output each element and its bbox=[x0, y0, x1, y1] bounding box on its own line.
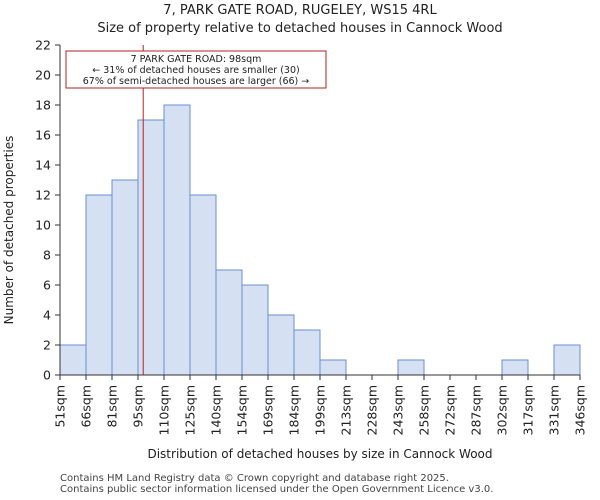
y-tick-label-10: 10 bbox=[35, 218, 51, 233]
y-axis-label: Number of detached properties bbox=[2, 136, 16, 325]
y-tick-label-0: 0 bbox=[43, 368, 51, 383]
bar-154sqm bbox=[241, 284, 269, 376]
footer-line-2: Contains public sector information licen… bbox=[60, 484, 494, 495]
bars-group bbox=[59, 104, 581, 376]
x-tick-label-317sqm: 317sqm bbox=[521, 385, 536, 435]
bar-302sqm bbox=[501, 359, 529, 376]
y-tick-label-8: 8 bbox=[43, 248, 51, 263]
x-axis: 51sqm 66sqm 81sqm 95sqm 110sqm 125sqm 140sqm 15… bbox=[53, 374, 588, 435]
bar-331sqm bbox=[553, 344, 581, 376]
x-tick-label-184sqm: 184sqm bbox=[287, 385, 302, 435]
bar-51sqm bbox=[59, 344, 87, 376]
bar-199sqm bbox=[319, 359, 347, 376]
y-tick-label-20: 20 bbox=[35, 68, 51, 83]
annotation-line-2: ← 31% of detached houses are smaller (30… bbox=[92, 65, 299, 76]
x-axis-label: Distribution of detached houses by size … bbox=[147, 447, 492, 461]
x-tick-label-243sqm: 243sqm bbox=[391, 385, 406, 435]
y-tick-label-14: 14 bbox=[35, 158, 51, 173]
x-tick-label-272sqm: 272sqm bbox=[443, 385, 458, 435]
x-tick-label-51sqm: 51sqm bbox=[53, 385, 68, 428]
x-tick-label-258sqm: 258sqm bbox=[417, 385, 432, 435]
bar-184sqm bbox=[293, 329, 321, 376]
bar-125sqm bbox=[189, 194, 217, 376]
x-tick-label-110sqm: 110sqm bbox=[157, 385, 172, 435]
x-tick-label-213sqm: 213sqm bbox=[339, 385, 354, 435]
x-tick-label-81sqm: 81sqm bbox=[105, 385, 120, 428]
bar-95sqm bbox=[137, 119, 165, 376]
bar-140sqm bbox=[215, 269, 243, 376]
bar-169sqm bbox=[267, 314, 295, 376]
y-tick-label-6: 6 bbox=[43, 278, 51, 293]
bar-81sqm bbox=[111, 179, 139, 376]
annotation-line-3: 67% of semi-detached houses are larger (… bbox=[83, 76, 310, 87]
footer-line-1: Contains HM Land Registry data © Crown c… bbox=[60, 473, 449, 484]
bar-66sqm bbox=[85, 194, 113, 376]
marker-group: 7 PARK GATE ROAD: 98sqm← 31% of detached… bbox=[65, 45, 327, 375]
x-tick-label-228sqm: 228sqm bbox=[365, 385, 380, 435]
chart-subtitle: Size of property relative to detached ho… bbox=[97, 21, 503, 36]
x-tick-label-302sqm: 302sqm bbox=[495, 385, 510, 435]
chart-title: 7, PARK GATE ROAD, RUGELEY, WS15 4RL bbox=[163, 3, 437, 18]
y-tick-label-22: 22 bbox=[35, 38, 51, 53]
y-axis: 0 2 4 6 8 10 12 14 16 18 20 22 bbox=[35, 38, 61, 383]
bar-110sqm bbox=[163, 104, 191, 376]
x-tick-label-331sqm: 331sqm bbox=[547, 385, 562, 435]
x-tick-label-95sqm: 95sqm bbox=[131, 385, 146, 428]
x-tick-label-199sqm: 199sqm bbox=[313, 385, 328, 435]
y-tick-label-4: 4 bbox=[43, 308, 51, 323]
y-tick-label-2: 2 bbox=[43, 338, 51, 353]
x-tick-label-169sqm: 169sqm bbox=[261, 385, 276, 435]
annotation-line-1: 7 PARK GATE ROAD: 98sqm bbox=[131, 54, 262, 65]
x-tick-label-154sqm: 154sqm bbox=[235, 385, 250, 435]
y-tick-label-18: 18 bbox=[35, 98, 51, 113]
y-tick-label-12: 12 bbox=[35, 188, 51, 203]
x-tick-label-346sqm: 346sqm bbox=[573, 385, 588, 435]
annotation-box bbox=[65, 50, 327, 89]
x-tick-label-125sqm: 125sqm bbox=[183, 385, 198, 435]
y-tick-label-16: 16 bbox=[35, 128, 51, 143]
x-tick-label-287sqm: 287sqm bbox=[469, 385, 484, 435]
bar-243sqm bbox=[397, 359, 425, 376]
x-tick-label-140sqm: 140sqm bbox=[209, 385, 224, 435]
x-tick-label-66sqm: 66sqm bbox=[79, 385, 94, 428]
